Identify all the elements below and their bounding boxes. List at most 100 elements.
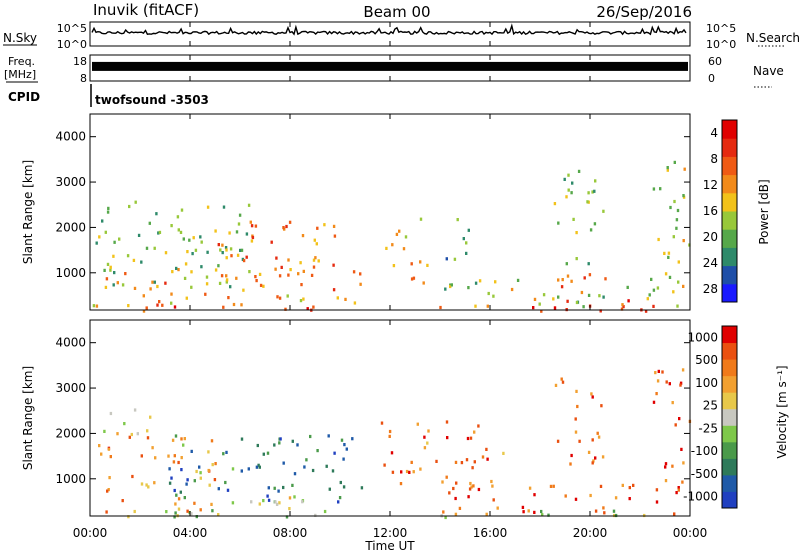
colorbar-segment	[722, 326, 737, 344]
heatmap-cell	[342, 457, 345, 461]
heatmap-cell	[528, 486, 532, 490]
nsky-strip: N.Sky 10^5 10^0 10^5 10^0 N.Search	[3, 21, 800, 51]
heatmap-cell	[592, 459, 595, 463]
x-tick-label: 00:00	[673, 526, 708, 540]
heatmap-cell	[423, 435, 426, 439]
heatmap-cell	[108, 476, 111, 480]
heatmap-cell	[591, 395, 594, 399]
heatmap-cell	[256, 443, 259, 448]
heatmap-cell	[186, 509, 189, 513]
heatmap-cell	[664, 479, 668, 483]
heatmap-cell	[242, 288, 245, 292]
heatmap-cell	[168, 467, 171, 471]
heatmap-cell	[445, 420, 449, 424]
heatmap-cell	[477, 487, 481, 492]
heatmap-cell	[124, 272, 127, 276]
power-yaxis: 1000 2000 3000 4000	[55, 130, 690, 280]
heatmap-cell	[510, 287, 514, 292]
heatmap-cell	[675, 491, 678, 495]
heatmap-cell	[225, 256, 228, 260]
heatmap-cell	[305, 458, 308, 462]
colorbar-tick-label: 16	[703, 204, 718, 218]
heatmap-cell	[681, 480, 684, 484]
heatmap-cell	[133, 408, 137, 412]
heatmap-cell	[427, 429, 430, 433]
station-title: Inuvik (fitACF)	[93, 1, 199, 19]
heatmap-cell	[221, 243, 224, 247]
x-tick-label: 12:00	[373, 526, 408, 540]
heatmap-cell	[333, 451, 336, 455]
colorbar-segment	[722, 392, 737, 410]
heatmap-cell	[442, 510, 445, 514]
heatmap-cell	[288, 496, 292, 500]
heatmap-cell	[278, 274, 282, 278]
heatmap-cell	[199, 508, 202, 512]
heatmap-cell	[236, 253, 240, 257]
heatmap-cell	[657, 369, 660, 373]
heatmap-cell	[553, 306, 557, 310]
heatmap-cell	[313, 238, 316, 242]
heatmap-cell	[297, 272, 300, 276]
colorbar-segment	[722, 247, 737, 267]
heatmap-cell	[133, 509, 136, 514]
heatmap-cell	[231, 467, 235, 471]
heatmap-cell	[299, 299, 303, 303]
heatmap-cell	[599, 309, 602, 313]
heatmap-cell	[106, 210, 110, 214]
heatmap-cell	[402, 247, 406, 251]
colorbar-segment	[722, 474, 737, 492]
heatmap-cell	[492, 498, 495, 502]
heatmap-cell	[116, 281, 119, 285]
heatmap-cell	[465, 251, 468, 255]
velocity-ylabel: Slant Range [km]	[21, 366, 35, 470]
heatmap-cell	[439, 305, 442, 310]
velocity-colorbar: 1000 500 100 25 -25 -100 -500 -1000	[683, 325, 738, 509]
heatmap-cell	[258, 272, 262, 276]
heatmap-cell	[217, 487, 220, 491]
heatmap-cell	[679, 383, 682, 387]
x-tick-label: 08:00	[273, 526, 308, 540]
heatmap-cell	[521, 505, 525, 509]
heatmap-cell	[172, 460, 176, 464]
velocity-colorbar-label: Velocity [m s⁻¹]	[775, 365, 789, 458]
heatmap-cell	[669, 205, 672, 210]
heatmap-cell	[353, 301, 357, 305]
heatmap-cell	[576, 404, 579, 409]
heatmap-cell	[182, 237, 185, 241]
nsearch-tick-bottom: 10^0	[706, 38, 736, 51]
heatmap-cell	[164, 281, 167, 285]
heatmap-cell	[444, 515, 447, 520]
heatmap-cell	[255, 279, 258, 283]
heatmap-cell	[207, 468, 210, 473]
power-heatmap	[92, 160, 691, 313]
heatmap-cell	[146, 436, 150, 440]
heatmap-cell	[237, 222, 241, 226]
heatmap-cell	[557, 221, 560, 225]
heatmap-cell	[655, 488, 659, 492]
heatmap-cell	[591, 461, 594, 465]
heatmap-cell	[688, 243, 691, 247]
heatmap-cell	[502, 451, 505, 455]
heatmap-cell	[392, 264, 396, 268]
heatmap-cell	[251, 235, 255, 240]
heatmap-cell	[648, 293, 651, 297]
heatmap-cell	[423, 446, 427, 450]
heatmap-cell	[664, 465, 667, 469]
colorbar-segment	[722, 156, 737, 176]
heatmap-cell	[149, 415, 152, 419]
heatmap-cell	[315, 242, 318, 246]
time-axis-label: Time UT	[364, 539, 415, 553]
nave-tick-top: 60	[708, 55, 722, 68]
heatmap-cell	[460, 461, 464, 465]
heatmap-cell	[293, 495, 296, 499]
heatmap-cell	[199, 235, 202, 239]
heatmap-cell	[277, 489, 280, 493]
heatmap-cell	[400, 470, 403, 474]
heatmap-cell	[452, 486, 455, 491]
heatmap-cell	[336, 296, 339, 300]
colorbar-tick-label: 20	[703, 230, 718, 244]
heatmap-cell	[222, 305, 225, 309]
heatmap-cell	[566, 274, 570, 278]
heatmap-cell	[410, 277, 414, 281]
